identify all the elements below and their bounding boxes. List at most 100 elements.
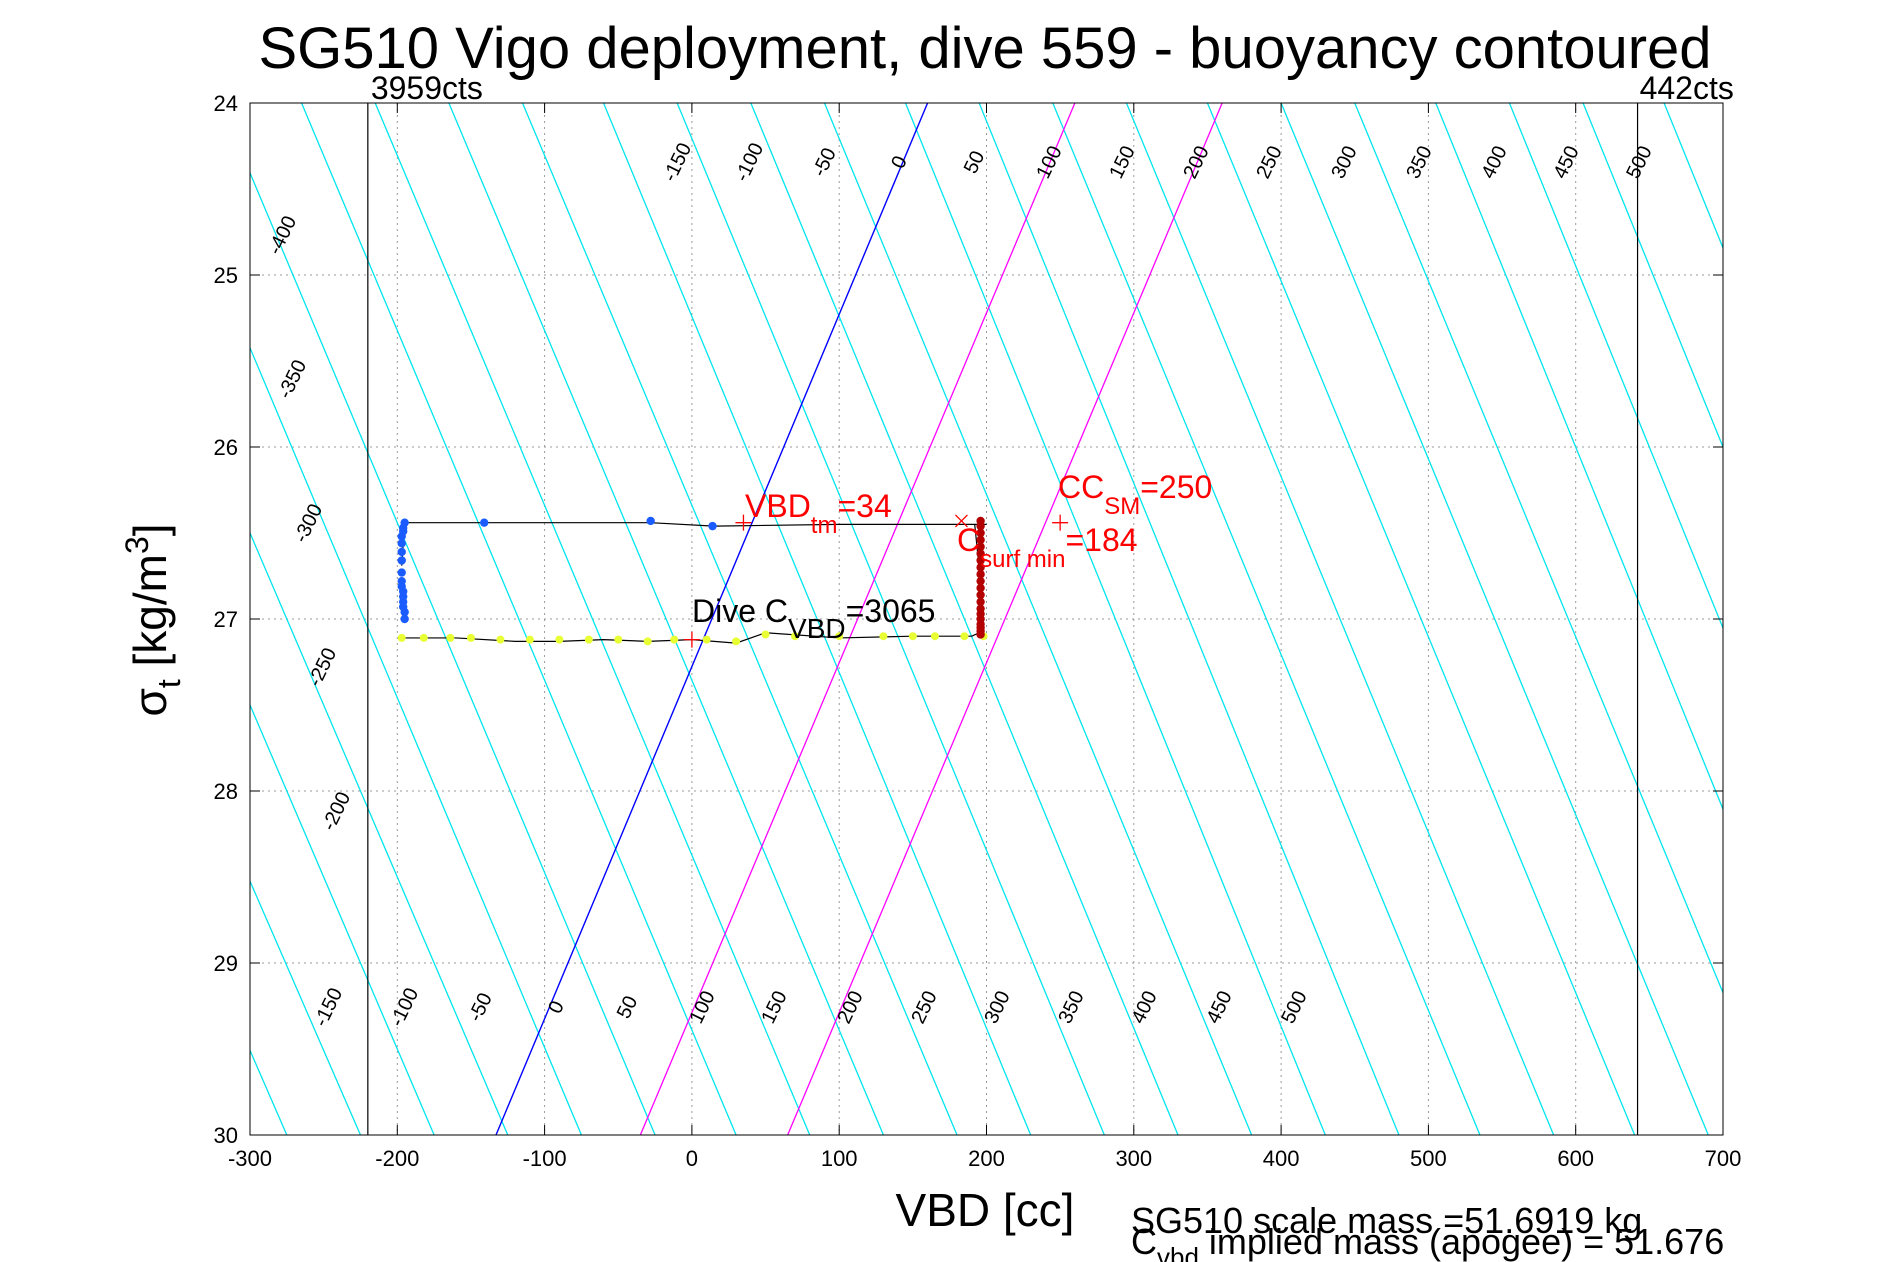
contour-line <box>904 103 1326 1135</box>
ascent-point <box>614 635 623 644</box>
descent-point <box>397 539 406 548</box>
contour-line <box>374 103 811 1135</box>
descent-point <box>397 576 406 586</box>
x-tick-label: -200 <box>375 1146 419 1171</box>
x-tick-label: 400 <box>1263 1146 1300 1171</box>
bottom-point <box>976 556 985 565</box>
plus-marker <box>1052 514 1069 531</box>
zero-buoyancy-line <box>495 103 929 1135</box>
x-axis-label: VBD [cc] <box>896 1184 1075 1236</box>
ascent-point <box>446 633 455 642</box>
bottom-point <box>976 570 985 579</box>
magenta-reference-line <box>787 103 1223 1135</box>
contour-line <box>978 103 1400 1135</box>
descent-point <box>400 518 409 527</box>
x-tick-label: 500 <box>1410 1146 1447 1171</box>
ascent-point <box>960 632 969 641</box>
descent-point <box>646 516 655 526</box>
descent-point <box>400 614 409 624</box>
bottom-point <box>976 597 985 606</box>
bottom-point <box>976 630 985 639</box>
ascent-point <box>419 633 428 642</box>
descent-point <box>397 547 406 557</box>
reference-lines <box>495 103 1223 1135</box>
ascent-point <box>908 632 917 641</box>
contour-line <box>250 346 583 1135</box>
cross-marker <box>954 514 968 528</box>
chart-title: SG510 Vigo deployment, dive 559 - buoyan… <box>258 16 1711 81</box>
bottom-point <box>976 583 985 593</box>
bottom-point <box>976 528 985 538</box>
implied-mass-note: Cvbd implied mass (apogee) = 51.676 <box>1131 1221 1724 1262</box>
ascent-point <box>702 635 711 644</box>
contour-line <box>823 103 1253 1135</box>
contour-line <box>521 103 958 1135</box>
y-tick-label: 26 <box>214 435 238 460</box>
contour-line <box>602 103 1032 1135</box>
ascent-point <box>879 632 888 641</box>
ascent-point <box>670 635 679 644</box>
bottom-point <box>976 590 985 600</box>
dive-c-vbd-annotation: Dive CVBD=3065 <box>692 593 935 644</box>
ascent-point <box>930 632 939 641</box>
ascent-point <box>397 633 406 642</box>
y-tick-label: 27 <box>214 607 238 632</box>
annotation-markers <box>683 514 1069 648</box>
x-tick-label: 300 <box>1115 1146 1152 1171</box>
contour-line <box>750 103 1179 1135</box>
x-tick-label: 100 <box>821 1146 858 1171</box>
ascent-point <box>555 635 564 644</box>
contour-line <box>250 171 656 1135</box>
count-lines: 3959cts 442cts <box>367 70 1734 1135</box>
cc-sm-annotation: CCSM=250 <box>1058 469 1212 520</box>
x-tick-label: 700 <box>1705 1146 1742 1171</box>
bottom-point <box>976 549 985 558</box>
y-tick-label: 30 <box>214 1123 238 1148</box>
bottom-point <box>976 542 985 551</box>
x-tick-label: 600 <box>1557 1146 1594 1171</box>
contour-line <box>1206 103 1636 1135</box>
x-tick-label: -300 <box>228 1146 272 1171</box>
descent-point <box>397 568 406 577</box>
count-limit-label: 3959cts <box>371 70 483 106</box>
ascent-point <box>525 635 534 644</box>
plus-marker <box>683 631 700 648</box>
contour-line <box>676 103 1105 1135</box>
y-axis-ticks: 24 25 26 27 28 29 30 <box>214 91 1723 1148</box>
contour-line <box>250 531 509 1135</box>
ascent-point <box>496 635 505 644</box>
contour-line <box>250 879 362 1135</box>
y-tick-label: 25 <box>214 263 238 288</box>
bottom-point <box>976 576 985 586</box>
data-points <box>397 516 988 646</box>
bottom-point <box>976 535 985 545</box>
ascent-point <box>761 630 770 639</box>
y-tick-label: 29 <box>214 951 238 976</box>
ascent-point <box>732 637 741 646</box>
contour-line <box>448 103 884 1135</box>
svg-text:σt [kg/m3]: σt [kg/m3] <box>119 523 187 716</box>
vbd-tm-annotation: VBDtm=34 <box>745 488 892 539</box>
count-limit-label: 442cts <box>1640 70 1734 106</box>
ascent-point <box>835 632 844 641</box>
contour-line <box>1125 103 1555 1135</box>
contour-line <box>1354 103 1723 995</box>
contour-line <box>250 703 435 1135</box>
ascent-point <box>643 637 652 646</box>
y-tick-label: 28 <box>214 779 238 804</box>
ascent-point <box>584 635 593 644</box>
descent-point <box>480 518 489 527</box>
x-tick-label: -100 <box>523 1146 567 1171</box>
x-tick-label: 0 <box>686 1146 698 1171</box>
bottom-point <box>976 521 985 531</box>
ascent-point <box>466 633 475 642</box>
contour-line <box>1052 103 1481 1135</box>
y-axis-label: σt [kg/m3] <box>119 523 187 716</box>
scale-mass-note: SG510 scale mass =51.6919 kg <box>1131 1200 1642 1241</box>
contour-line <box>1582 103 1723 449</box>
contour-line <box>300 103 737 1135</box>
descent-point <box>397 556 406 565</box>
ascent-point <box>791 632 800 641</box>
plus-marker <box>735 514 752 531</box>
